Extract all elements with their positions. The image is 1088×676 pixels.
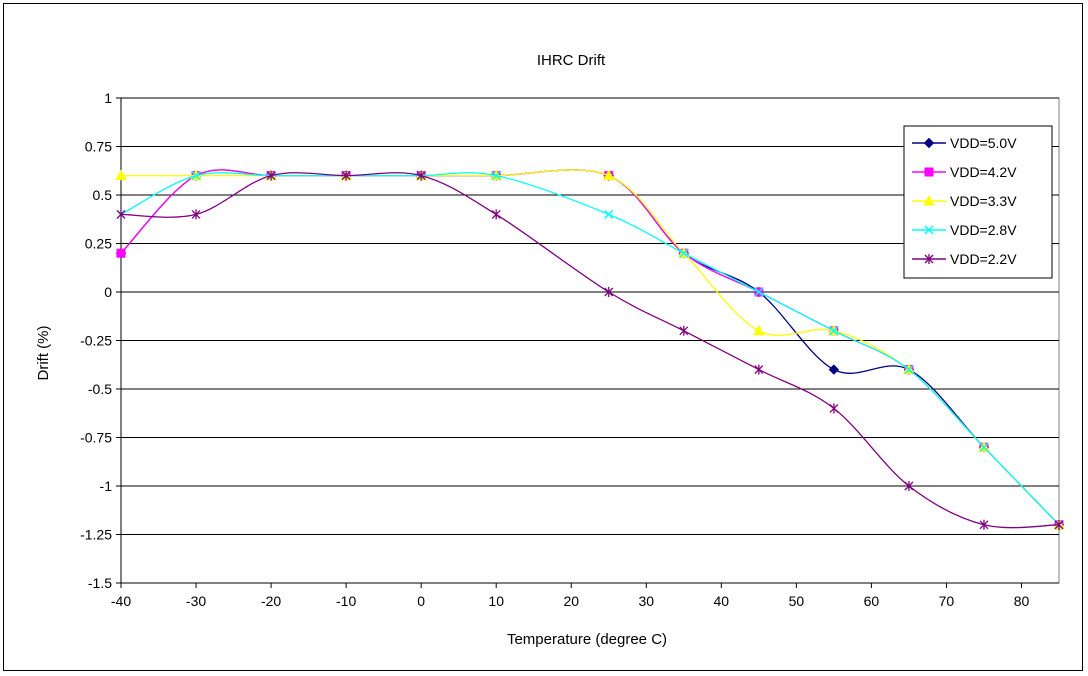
legend-marker bbox=[924, 254, 934, 264]
x-tick-label: -30 bbox=[186, 593, 206, 609]
x-tick-label: -40 bbox=[111, 593, 131, 609]
x-tick-label: 50 bbox=[789, 593, 805, 609]
x-tick-label: 0 bbox=[417, 593, 425, 609]
x-tick-label: -20 bbox=[261, 593, 281, 609]
y-tick-label: -0.75 bbox=[80, 430, 112, 446]
chart-frame: IHRC Drift 1 0.75 0.5 0.25 0 -0.25 -0.5 -0.75 -1… bbox=[3, 3, 1083, 671]
data-point bbox=[416, 170, 426, 181]
legend: VDD=5.0V VDD=4.2V VDD=3.3V VDD=2.8V VDD=2.2V bbox=[903, 125, 1053, 279]
data-point bbox=[979, 442, 989, 452]
legend-label: VDD=2.8V bbox=[950, 222, 1017, 238]
data-point bbox=[979, 519, 989, 530]
data-point bbox=[828, 364, 840, 375]
data-point bbox=[679, 248, 689, 258]
legend-label: VDD=3.3V bbox=[950, 193, 1017, 209]
x-tick-label: 30 bbox=[638, 593, 654, 609]
legend-marker bbox=[923, 137, 935, 149]
x-tick-label: 70 bbox=[939, 593, 955, 609]
data-point bbox=[191, 209, 201, 220]
data-point bbox=[116, 248, 126, 258]
data-point bbox=[191, 171, 201, 181]
data-point bbox=[754, 287, 764, 297]
y-tick-label: -1.5 bbox=[88, 575, 112, 591]
legend-item: VDD=2.2V bbox=[912, 251, 1017, 267]
y-tick-label: 0.75 bbox=[85, 139, 112, 155]
plot-area bbox=[120, 97, 1060, 584]
legend-item: VDD=5.0V bbox=[912, 135, 1017, 151]
legend-label: VDD=5.0V bbox=[950, 135, 1017, 151]
data-point bbox=[491, 209, 501, 220]
x-axis-label: Temperature (degree C) bbox=[507, 631, 667, 648]
y-axis-label: Drift (%) bbox=[35, 326, 52, 381]
data-point bbox=[604, 209, 614, 219]
data-point bbox=[341, 170, 351, 181]
y-axis-ticks: 1 0.75 0.5 0.25 0 -0.25 -0.5 -0.75 -1 -1.25 -1.5 bbox=[80, 90, 121, 591]
data-point bbox=[604, 287, 614, 297]
x-tick-label: 40 bbox=[714, 593, 730, 609]
legend-item: VDD=4.2V bbox=[912, 164, 1017, 180]
data-point bbox=[115, 169, 127, 181]
y-tick-label: -1 bbox=[100, 478, 113, 494]
y-tick-label: -0.25 bbox=[80, 333, 112, 349]
x-axis-ticks: -40 -30 -20 -10 0 10 20 30 40 50 60 70 80 bbox=[111, 583, 1030, 609]
data-point bbox=[602, 169, 615, 181]
series-group bbox=[115, 169, 1065, 531]
data-point bbox=[829, 326, 839, 336]
legend-marker bbox=[924, 167, 934, 177]
legend-marker bbox=[923, 194, 935, 206]
x-tick-label: 60 bbox=[864, 593, 880, 609]
data-point bbox=[1054, 519, 1064, 530]
data-point bbox=[752, 324, 765, 336]
data-point bbox=[904, 481, 914, 491]
legend-marker bbox=[924, 225, 934, 235]
legend-item: VDD=2.8V bbox=[912, 222, 1017, 238]
chart-svg: IHRC Drift 1 0.75 0.5 0.25 0 -0.25 -0.5 -0.75 -1… bbox=[35, 52, 1065, 648]
y-tick-label: 0.25 bbox=[85, 236, 112, 252]
data-point bbox=[829, 403, 839, 414]
y-tick-label: 0.5 bbox=[93, 187, 113, 203]
legend-item: VDD=3.3V bbox=[912, 193, 1017, 209]
y-tick-label: -0.5 bbox=[88, 381, 112, 397]
y-tick-label: 0 bbox=[104, 284, 112, 300]
chart-title: IHRC Drift bbox=[537, 52, 606, 69]
y-tick-label: -1.25 bbox=[80, 527, 112, 543]
x-tick-label: 10 bbox=[488, 593, 504, 609]
y-tick-label: 1 bbox=[104, 90, 112, 106]
data-point bbox=[679, 325, 689, 336]
data-point bbox=[116, 209, 126, 220]
x-tick-label: 80 bbox=[1014, 593, 1030, 609]
data-point bbox=[904, 365, 914, 375]
x-tick-label: 20 bbox=[563, 593, 579, 609]
legend-label: VDD=4.2V bbox=[950, 164, 1017, 180]
data-point bbox=[754, 364, 764, 375]
data-point bbox=[491, 171, 501, 181]
x-tick-label: -10 bbox=[336, 593, 356, 609]
data-point bbox=[266, 170, 276, 181]
legend-label: VDD=2.2V bbox=[950, 251, 1017, 267]
series-VDD=2.2V bbox=[116, 170, 1064, 530]
